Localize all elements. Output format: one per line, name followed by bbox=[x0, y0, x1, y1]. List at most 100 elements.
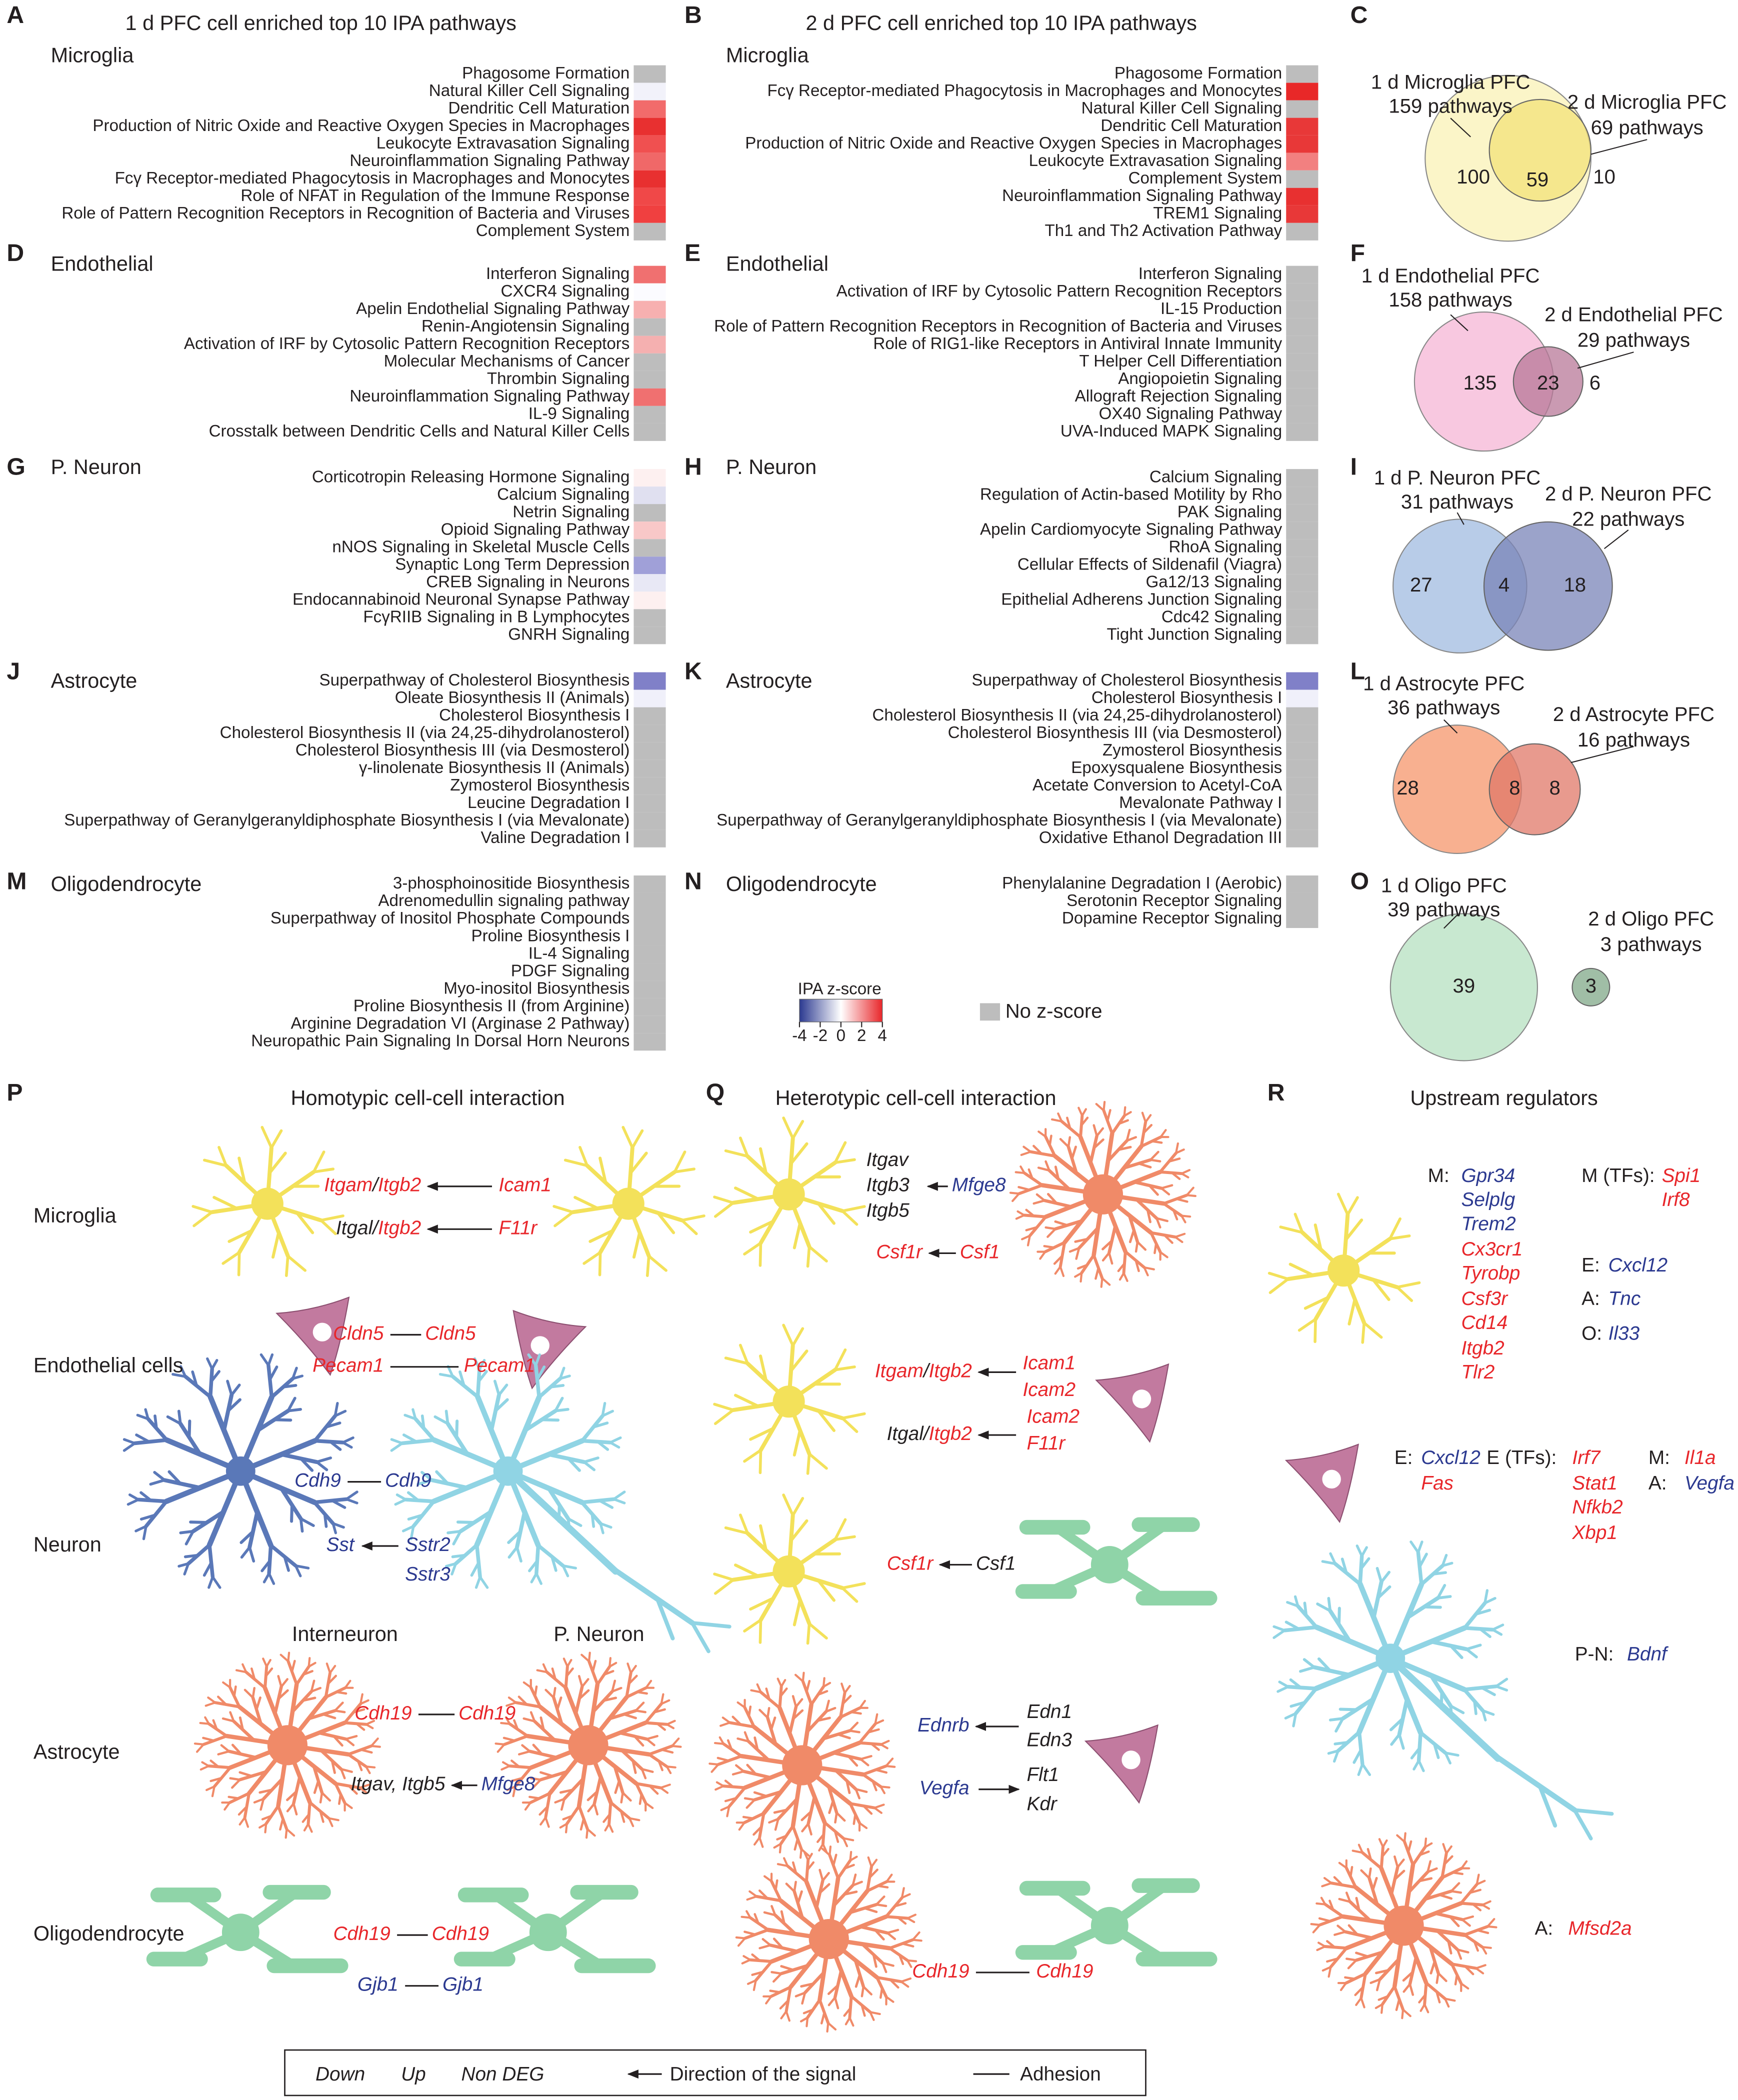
cell-process bbox=[870, 1742, 880, 1751]
cell-process bbox=[534, 1685, 538, 1698]
cell-process bbox=[1067, 1136, 1072, 1148]
cell-process bbox=[736, 1701, 746, 1709]
cell-process bbox=[166, 1415, 182, 1426]
pathway-name: Superpathway of Geranylgeranyldiphosphat… bbox=[64, 811, 630, 830]
pathway-name: Thrombin Signaling bbox=[487, 370, 630, 388]
cell-process bbox=[753, 1836, 761, 1846]
cell-process bbox=[1054, 1166, 1060, 1180]
cell-process bbox=[192, 1210, 214, 1228]
cell-process bbox=[162, 1478, 202, 1490]
cell-process bbox=[779, 1999, 790, 2010]
cell-process bbox=[821, 1848, 831, 1856]
cell-process bbox=[149, 1478, 166, 1486]
gene-part: Kdr bbox=[1027, 1794, 1058, 1815]
cell-process bbox=[841, 1412, 866, 1420]
cell-process bbox=[806, 1622, 811, 1645]
cell-process bbox=[1323, 1876, 1333, 1884]
pathway-name: Crosstalk between Dendritic Cells and Na… bbox=[209, 422, 630, 440]
cell-process bbox=[1445, 1845, 1452, 1854]
cell-process bbox=[806, 1245, 811, 1268]
no-score-label: No z-score bbox=[1006, 1000, 1102, 1022]
cell-process bbox=[790, 1142, 808, 1166]
cell-process bbox=[804, 1851, 810, 1862]
cell-process bbox=[1346, 1196, 1359, 1216]
cell-process bbox=[286, 1254, 307, 1272]
gene-part: Vegfa bbox=[920, 1778, 970, 1799]
cell-process bbox=[735, 1764, 745, 1773]
gene-part: Cxcl12 bbox=[1421, 1447, 1480, 1468]
pathway-name: Superpathway of Inositol Phosphate Compo… bbox=[270, 909, 630, 928]
cell-process bbox=[1434, 1912, 1464, 1922]
cell-process bbox=[1074, 1272, 1083, 1278]
cell-process bbox=[794, 1698, 804, 1708]
cell-process bbox=[400, 1438, 436, 1446]
cell-process bbox=[736, 1737, 750, 1742]
cell-process bbox=[802, 1672, 805, 1682]
cell-process bbox=[644, 1802, 654, 1810]
neuron-body bbox=[493, 1456, 523, 1486]
cell-process bbox=[544, 1688, 555, 1699]
cell-process bbox=[1276, 1685, 1290, 1693]
cell-process bbox=[755, 1894, 782, 1902]
cell-process bbox=[765, 1995, 772, 2004]
cell-process bbox=[1463, 1924, 1490, 1936]
cell-process bbox=[860, 1985, 865, 1998]
cell-process bbox=[1376, 1978, 1381, 1992]
cell-process bbox=[1128, 1214, 1140, 1244]
cell-process bbox=[666, 1723, 675, 1730]
cell-process bbox=[532, 1720, 556, 1742]
cell-process bbox=[858, 1925, 889, 1935]
cell-process bbox=[618, 1731, 648, 1741]
cell-process bbox=[1078, 1106, 1084, 1117]
venn-count: 10 bbox=[1593, 166, 1616, 188]
cell-process bbox=[844, 1684, 851, 1694]
microglia-body bbox=[251, 1188, 284, 1220]
cell-process bbox=[1282, 1625, 1318, 1632]
cell-process bbox=[218, 1146, 228, 1168]
cell-process bbox=[1426, 1867, 1438, 1874]
cell-process bbox=[880, 1786, 890, 1789]
pathway-name: Th1 and Th2 Activation Pathway bbox=[1045, 222, 1282, 240]
cell-process bbox=[332, 1522, 345, 1529]
cell-process bbox=[714, 1578, 735, 1595]
cell-process bbox=[759, 1690, 782, 1710]
cell-process bbox=[507, 1530, 522, 1544]
cell-type-label: Endothelial bbox=[726, 252, 828, 275]
gene-part: Itgb2 bbox=[378, 1174, 421, 1196]
cell-process bbox=[630, 1664, 637, 1674]
endothelial-nucleus bbox=[530, 1336, 550, 1355]
gene-part: Bdnf bbox=[1627, 1644, 1669, 1665]
cell-process bbox=[352, 1708, 366, 1714]
heat-cell bbox=[1286, 266, 1318, 284]
heat-cell bbox=[634, 170, 666, 188]
cell-process bbox=[1174, 1236, 1184, 1244]
pathway-name: Oleate Biosynthesis II (Animals) bbox=[395, 688, 630, 707]
gene-label: Itgb3 bbox=[866, 1174, 910, 1196]
cell-process bbox=[1436, 1929, 1460, 1952]
cell-process bbox=[790, 1519, 808, 1542]
cell-process bbox=[800, 1810, 812, 1822]
cell-process bbox=[191, 1510, 226, 1534]
gene-label: Icam1 bbox=[1022, 1352, 1076, 1374]
cell-process bbox=[1053, 1254, 1064, 1265]
cell-process bbox=[1054, 1219, 1084, 1231]
cell-process bbox=[250, 1667, 256, 1680]
cell-process bbox=[1352, 1748, 1362, 1764]
venn-count: 6 bbox=[1590, 372, 1600, 394]
cell-process bbox=[340, 1768, 353, 1773]
cell-process bbox=[356, 1760, 363, 1772]
cell-process bbox=[343, 1702, 362, 1724]
cell-process bbox=[762, 1938, 772, 1946]
cell-process bbox=[528, 1750, 558, 1760]
cell-process bbox=[1032, 1199, 1046, 1205]
gene-part: Cxcl12 bbox=[1608, 1254, 1668, 1276]
gene-label: Sst bbox=[326, 1534, 356, 1556]
cell-process bbox=[238, 1816, 246, 1826]
cell-process bbox=[235, 1669, 248, 1674]
cell-process bbox=[1025, 1226, 1038, 1232]
cell-process bbox=[716, 1781, 724, 1788]
cell-process bbox=[1328, 1900, 1334, 1911]
cell-process bbox=[1101, 1277, 1111, 1286]
gene-label: Il1a bbox=[1684, 1447, 1716, 1468]
cell-process bbox=[1102, 1108, 1114, 1136]
